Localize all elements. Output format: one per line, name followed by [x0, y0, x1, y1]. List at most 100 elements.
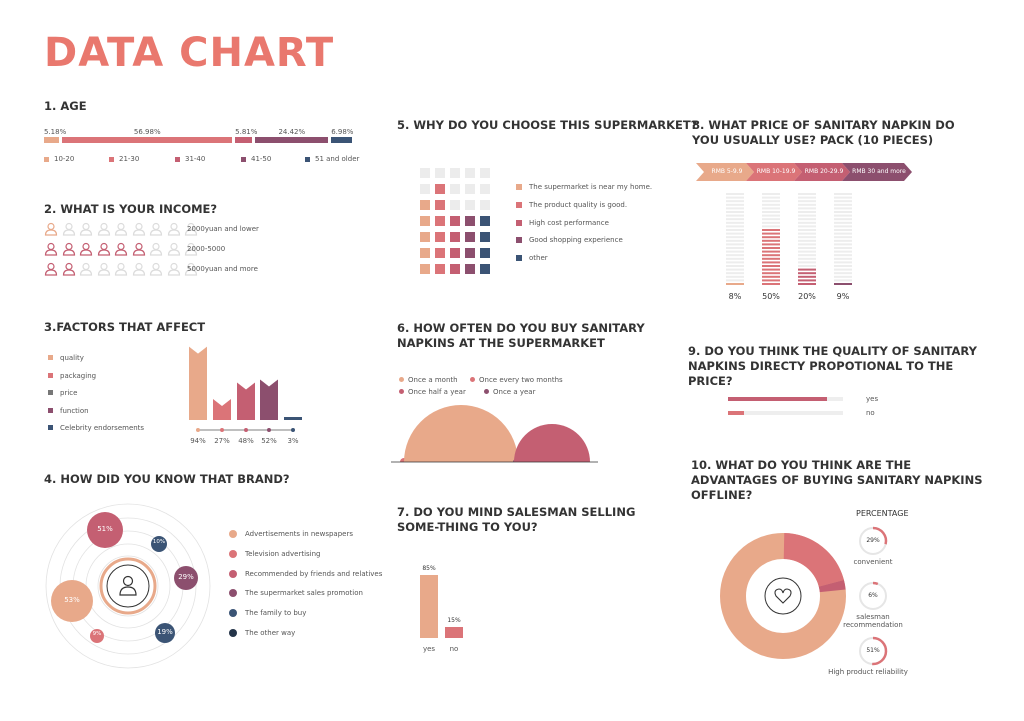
price-stripe — [762, 257, 780, 260]
why-cell — [450, 200, 460, 210]
price-stripe — [762, 283, 780, 285]
brand-legend-label: Advertisements in newspapers — [245, 530, 353, 538]
price-stripe — [762, 193, 780, 195]
why-cell — [450, 168, 460, 178]
price-stripe — [798, 211, 816, 213]
price-stripe — [762, 275, 780, 278]
brand-bubble-label: 19% — [157, 628, 173, 636]
price-stripe — [834, 236, 852, 239]
why-cell — [420, 168, 430, 178]
price-stripe — [834, 250, 852, 253]
often-plot — [0, 0, 598, 463]
person-icon — [132, 262, 146, 276]
price-stripe — [726, 254, 744, 257]
person-icon — [167, 262, 181, 276]
price-stripe — [834, 243, 852, 246]
age-title: 1. AGE — [44, 99, 87, 113]
person-icon — [44, 222, 58, 236]
age-bar — [62, 137, 233, 143]
why-cell — [480, 200, 490, 210]
factor-legend-swatch — [48, 372, 53, 378]
age-value-label: 5.81% — [235, 128, 258, 136]
person-icon — [44, 242, 58, 256]
person-icon — [167, 222, 181, 236]
age-bar — [255, 137, 329, 143]
often-legend-label: Once a month — [408, 376, 458, 384]
why-cell — [420, 264, 430, 274]
price-stripe — [798, 239, 816, 242]
factor-value-label: 94% — [190, 437, 206, 445]
price-stripe — [762, 268, 780, 271]
heart-circle — [764, 577, 802, 615]
price-stripe — [834, 232, 852, 235]
often-legend-dot — [399, 389, 404, 394]
price-stripe — [834, 283, 852, 285]
why-legend-swatch — [516, 219, 522, 226]
price-stripe — [834, 239, 852, 242]
price-stripe — [726, 221, 744, 224]
factor-dot — [220, 428, 224, 432]
price-stripe — [834, 279, 852, 282]
price-stripe — [726, 232, 744, 235]
price-stripe — [798, 272, 816, 275]
price-stripe — [726, 250, 744, 253]
age-legend-label: 51 and older — [315, 155, 360, 163]
brand-bubble — [51, 580, 93, 622]
why-cell — [420, 200, 430, 210]
price-stripe — [726, 236, 744, 239]
mind-category-label: no — [449, 645, 459, 653]
person-icon — [149, 262, 163, 276]
factor-dot — [291, 428, 295, 432]
price-category-label: RMB 5-9.9 — [711, 168, 743, 175]
price-stripe — [834, 218, 852, 221]
person-icon — [132, 242, 146, 256]
often-legend-dot — [399, 377, 404, 382]
user-icon — [119, 586, 137, 596]
gauge-arc — [872, 636, 888, 666]
why-legend-label: The product quality is good. — [529, 200, 628, 209]
person-icon — [149, 222, 163, 236]
price-stripe — [798, 196, 816, 199]
why-cell — [465, 184, 475, 194]
price-category-label: RMB 20-29.9 — [804, 168, 844, 175]
factor-legend-swatch — [48, 407, 53, 413]
age-value-label: 56.98% — [133, 128, 161, 136]
price-stripe — [834, 193, 852, 195]
why-legend-swatch — [516, 184, 522, 190]
brand-legend-label: Recommended by friends and relatives — [245, 569, 383, 578]
price-stripe — [726, 275, 744, 278]
factor-bar — [213, 398, 231, 420]
price-stripe — [726, 193, 744, 195]
factor-value-label: 27% — [214, 437, 230, 445]
price-stripe — [726, 203, 744, 206]
price-value-label: 50% — [762, 292, 780, 301]
person-icon — [97, 222, 111, 236]
price-stripe — [834, 272, 852, 275]
price-stripe — [762, 250, 780, 253]
price-arrow-tag — [696, 163, 754, 181]
quality-track — [728, 411, 843, 415]
brand-bubble — [151, 536, 167, 552]
price-stripe — [834, 261, 852, 264]
price-stripe — [762, 221, 780, 224]
why-cell — [450, 216, 460, 226]
gauge-arc — [872, 526, 888, 545]
price-stripe — [762, 200, 780, 203]
donut-segment — [783, 533, 844, 588]
why-cell — [450, 232, 460, 242]
why-cell — [450, 264, 460, 274]
price-stripe — [834, 247, 852, 249]
price-stripe — [762, 279, 780, 282]
person-icon — [184, 222, 198, 236]
price-stripe — [834, 211, 852, 213]
price-stripe — [762, 214, 780, 217]
price-stripe — [834, 200, 852, 203]
price-stripe — [726, 229, 744, 231]
gauge-value-label: 29% — [866, 537, 880, 544]
price-stripe — [834, 203, 852, 206]
income-title: 2. WHAT IS YOUR INCOME? — [44, 202, 218, 216]
age-legend-label: 21-30 — [119, 155, 140, 163]
price-stripe — [762, 261, 780, 264]
person-icon — [97, 262, 111, 276]
age-legend-swatch — [109, 157, 114, 162]
